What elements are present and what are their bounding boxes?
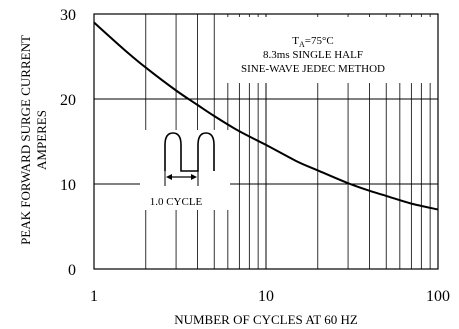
half-sine-pulse-icon: 1.0 CYCLE	[140, 130, 230, 210]
x-tick-labels: 1 10 100	[90, 288, 450, 305]
temperature-condition: TA=75°C	[292, 35, 333, 49]
x-axis-label: NUMBER OF CYCLES AT 60 HZ	[174, 312, 358, 327]
y-axis-label-line2: AMPERES	[34, 110, 49, 170]
y-tick-label: 10	[60, 177, 76, 194]
y-tick-labels: 0 10 20 30	[60, 7, 76, 279]
surge-current-curve	[93, 21, 439, 211]
x-tick-label: 100	[426, 288, 450, 305]
x-tick-label: 10	[258, 288, 274, 305]
y-tick-label: 0	[68, 262, 76, 279]
method-line-2: SINE-WAVE JEDEC METHOD	[241, 63, 385, 75]
cycle-label: 1.0 CYCLE	[150, 196, 203, 208]
plot-frame	[93, 13, 439, 270]
y-axis-label-line1: PEAK FORWARD SURGE CURRENT	[18, 35, 33, 245]
condition-note: TA=75°C 8.3ms SINGLE HALF SINE-WAVE JEDE…	[222, 17, 434, 83]
y-tick-label: 20	[60, 92, 76, 109]
y-tick-label: 30	[60, 7, 76, 24]
method-line-1: 8.3ms SINGLE HALF	[263, 49, 363, 61]
x-tick-label: 1	[90, 288, 98, 305]
